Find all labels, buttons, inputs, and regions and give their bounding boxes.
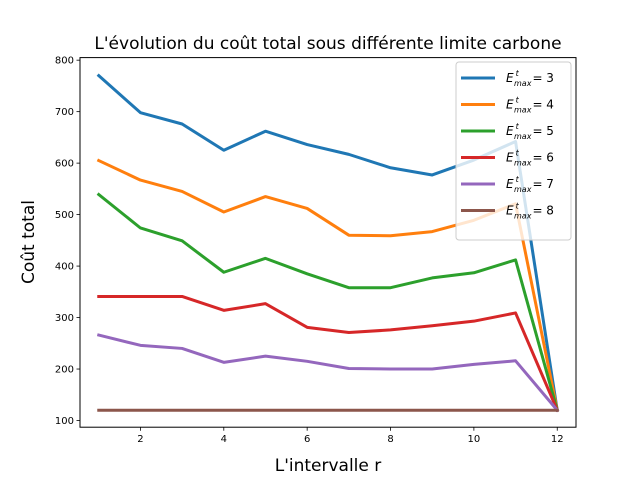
y-axis: 100 200 300 400 500 600 700 800 [55, 56, 80, 427]
series-line-4 [97, 294, 560, 413]
x-tick-label: 6 [304, 434, 310, 445]
x-axis: 2 4 6 8 10 12 [137, 427, 564, 445]
chart-title: L'évolution du coût total sous différent… [94, 34, 561, 54]
y-tick-label: 800 [55, 56, 74, 67]
legend-box [455, 61, 572, 241]
y-tick-label: 600 [55, 159, 74, 170]
x-tick-label: 8 [387, 434, 393, 445]
y-tick-label: 300 [55, 313, 74, 324]
x-tick-label: 2 [137, 434, 143, 445]
y-tick-label: 200 [55, 365, 74, 376]
y-axis-label: Coût total [19, 200, 39, 284]
x-axis-label: L'intervalle r [275, 456, 382, 476]
y-tick-label: 100 [55, 416, 74, 427]
series-line-5 [96, 333, 560, 413]
y-tick-label: 400 [55, 262, 74, 273]
x-tick-label: 4 [221, 434, 227, 445]
y-tick-label: 700 [55, 107, 74, 118]
plot-area-frame [79, 57, 577, 428]
series-line-3 [96, 192, 560, 413]
x-tick-label: 10 [468, 434, 481, 445]
x-tick-label: 12 [551, 434, 564, 445]
y-tick-label: 500 [55, 210, 74, 221]
